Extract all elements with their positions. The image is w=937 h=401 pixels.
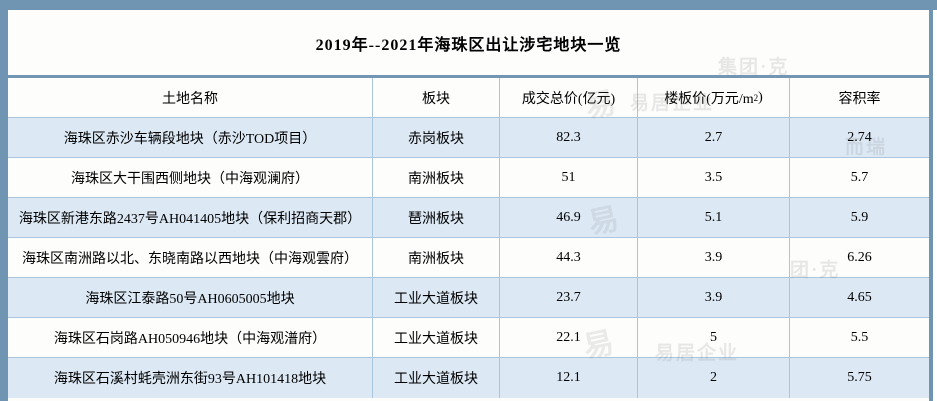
table-row: 海珠区石岗路AH050946地块（中海观潽府） 工业大道板块 22.1 5 5.… <box>8 318 929 358</box>
cell-plot-ratio: 6.26 <box>790 238 929 278</box>
cell-total-price: 44.3 <box>500 238 638 278</box>
cell-plate: 琶洲板块 <box>373 198 500 238</box>
cell-plot-ratio: 5.75 <box>847 370 872 385</box>
cell-floor-price: 5.1 <box>638 198 790 238</box>
cell-plot-ratio: 4.65 <box>790 278 929 318</box>
cell-floor-price: 2 <box>638 358 790 398</box>
land-parcel-table: 2019年--2021年海珠区出让涉宅地块一览 土地名称 板块 成交总价(亿元)… <box>8 10 929 401</box>
cell-plate: 工业大道板块 <box>373 278 500 318</box>
cell-land-name: 海珠区新港东路2437号AH041405地块（保利招商天郡） <box>8 198 373 238</box>
cell-plot-ratio: 5.5 <box>790 318 929 358</box>
table-row: 海珠区石溪村蚝壳洲东街93号AH101418地块 工业大道板块 12.1 2 5… <box>8 358 929 398</box>
frame-right-border <box>929 0 933 401</box>
column-header-floor-price: 楼板价(万元/m 2) <box>638 78 790 118</box>
cell-land-name: 海珠区石岗路AH050946地块（中海观潽府） <box>8 318 373 358</box>
cell-total-price: 12.1 <box>500 358 638 398</box>
cell-plate: 南洲板块 <box>373 238 500 278</box>
frame-left-border <box>0 0 8 401</box>
page-title: 2019年--2021年海珠区出让涉宅地块一览 <box>315 36 622 54</box>
table-row: 海珠区大干围西侧地块（中海观澜府） 南洲板块 51 3.5 5.7 <box>8 158 929 198</box>
table-row: 海珠区江泰路50号AH0605005地块 工业大道板块 23.7 3.9 4.6… <box>8 278 929 318</box>
table-title-section: 2019年--2021年海珠区出让涉宅地块一览 <box>8 10 929 78</box>
cell-land-name: 海珠区赤沙车辆段地块（赤沙TOD项目） <box>8 118 373 158</box>
cell-floor-price: 5 <box>638 318 790 358</box>
table-row: 海珠区赤沙车辆段地块（赤沙TOD项目） 赤岗板块 82.3 2.7 2.74 <box>8 118 929 158</box>
cell-total-price: 51 <box>500 158 638 198</box>
frame-top-border <box>0 0 937 10</box>
table-header-row: 土地名称 板块 成交总价(亿元) 楼板价(万元/m 2) 容积率 <box>8 78 929 118</box>
cell-total-price: 23.7 <box>500 278 638 318</box>
cell-land-name: 海珠区大干围西侧地块（中海观澜府） <box>8 158 373 198</box>
table-row: 海珠区新港东路2437号AH041405地块（保利招商天郡） 琶洲板块 46.9… <box>8 198 929 238</box>
column-header-plot-ratio: 容积率 <box>790 78 929 118</box>
column-header-land-name: 土地名称 <box>8 78 373 118</box>
cell-plate: 赤岗板块 <box>373 118 500 158</box>
cell-plate: 工业大道板块 <box>373 318 500 358</box>
cell-plate: 工业大道板块 <box>373 358 500 398</box>
cell-total-price: 22.1 <box>500 318 638 358</box>
table-row: 海珠区南洲路以北、东晓南路以西地块（中海观雲府） 南洲板块 44.3 3.9 6… <box>8 238 929 278</box>
cell-plot-ratio: 5.9 <box>790 198 929 238</box>
cell-plot-ratio: 5.7 <box>790 158 929 198</box>
cell-total-price: 46.9 <box>500 198 638 238</box>
cell-floor-price: 2.7 <box>638 118 790 158</box>
cell-floor-price: 3.9 <box>638 278 790 318</box>
column-header-plate: 板块 <box>373 78 500 118</box>
cell-total-price: 82.3 <box>500 118 638 158</box>
table-grid: 土地名称 板块 成交总价(亿元) 楼板价(万元/m 2) 容积率 海珠区赤沙车辆段… <box>8 78 929 398</box>
cell-floor-price: 3.5 <box>638 158 790 198</box>
cell-plot-ratio: 2.74 <box>790 118 929 158</box>
cell-floor-price: 3.9 <box>638 238 790 278</box>
cell-land-name: 海珠区南洲路以北、东晓南路以西地块（中海观雲府） <box>8 238 373 278</box>
cell-land-name: 海珠区江泰路50号AH0605005地块 <box>8 278 373 318</box>
column-header-total-price: 成交总价(亿元) <box>500 78 638 118</box>
cell-land-name: 海珠区石溪村蚝壳洲东街93号AH101418地块 <box>8 358 373 398</box>
cell-plate: 南洲板块 <box>373 158 500 198</box>
